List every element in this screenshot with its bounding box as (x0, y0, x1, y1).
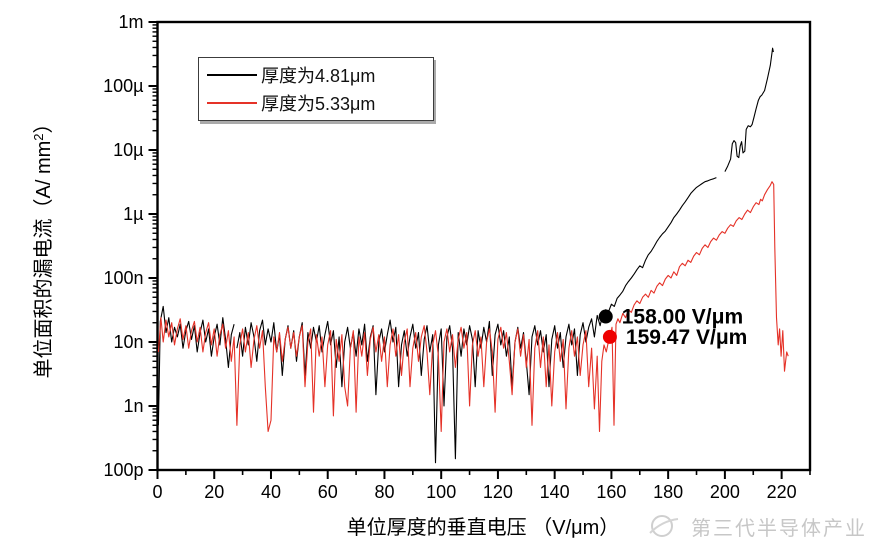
axes-layer: 0 20 40 60 80 100 120 140 160 180 200 220 1m 100µ 10µ 1… (103, 12, 812, 502)
watermark-logo-icon (649, 515, 679, 537)
legend-line-sample-black (207, 74, 257, 76)
y-axis-title: 单位面积的漏电流（A/ mm2） (31, 113, 55, 378)
y-tick-label: 1m (118, 12, 143, 32)
x-tick-label: 200 (710, 482, 740, 502)
y-tick-label: 10n (113, 332, 143, 352)
x-tick-label: 120 (483, 482, 513, 502)
y-tick-label: 1n (123, 396, 143, 416)
legend-entry-5p33um: 厚度为5.33μm (207, 90, 425, 116)
y-tick-label: 10µ (113, 140, 143, 160)
x-tick-label: 20 (204, 482, 224, 502)
annotation-label-1: 159.47 V/μm (626, 326, 747, 349)
y-tick-label: 100µ (103, 76, 143, 96)
x-axis-title: 单位厚度的垂直电压 （V/μm） (347, 516, 620, 539)
y-tick-label: 100n (103, 268, 143, 288)
plot-frame (156, 20, 812, 472)
legend-line-sample-red (207, 102, 257, 104)
x-tick-label: 140 (540, 482, 570, 502)
watermark-text: 第三代半导体产业 (691, 517, 867, 540)
series-layer (157, 47, 789, 464)
x-tick-label: 60 (318, 482, 338, 502)
x-tick-label: 100 (426, 482, 456, 502)
legend-box: 厚度为4.81μm 厚度为5.33μm (198, 57, 434, 121)
legend-entry-4p81um: 厚度为4.81μm (207, 62, 425, 88)
x-tick-label: 0 (152, 482, 162, 502)
annotation-dot-0 (598, 309, 613, 324)
series-line-1 (157, 181, 789, 433)
x-tick-label: 160 (596, 482, 626, 502)
x-tick-label: 220 (767, 482, 797, 502)
legend-label: 厚度为5.33μm (261, 94, 376, 114)
x-tick-label: 40 (261, 482, 281, 502)
y-tick-label: 100p (103, 460, 143, 480)
x-tick-label: 80 (374, 482, 394, 502)
annotation-dot-1 (602, 329, 617, 344)
x-tick-label: 180 (653, 482, 683, 502)
y-tick-label: 1µ (123, 204, 143, 224)
watermark: 第三代半导体产业 (645, 511, 867, 541)
annotation-label-0: 158.00 V/μm (622, 306, 743, 329)
legend-label: 厚度为4.81μm (261, 66, 376, 86)
